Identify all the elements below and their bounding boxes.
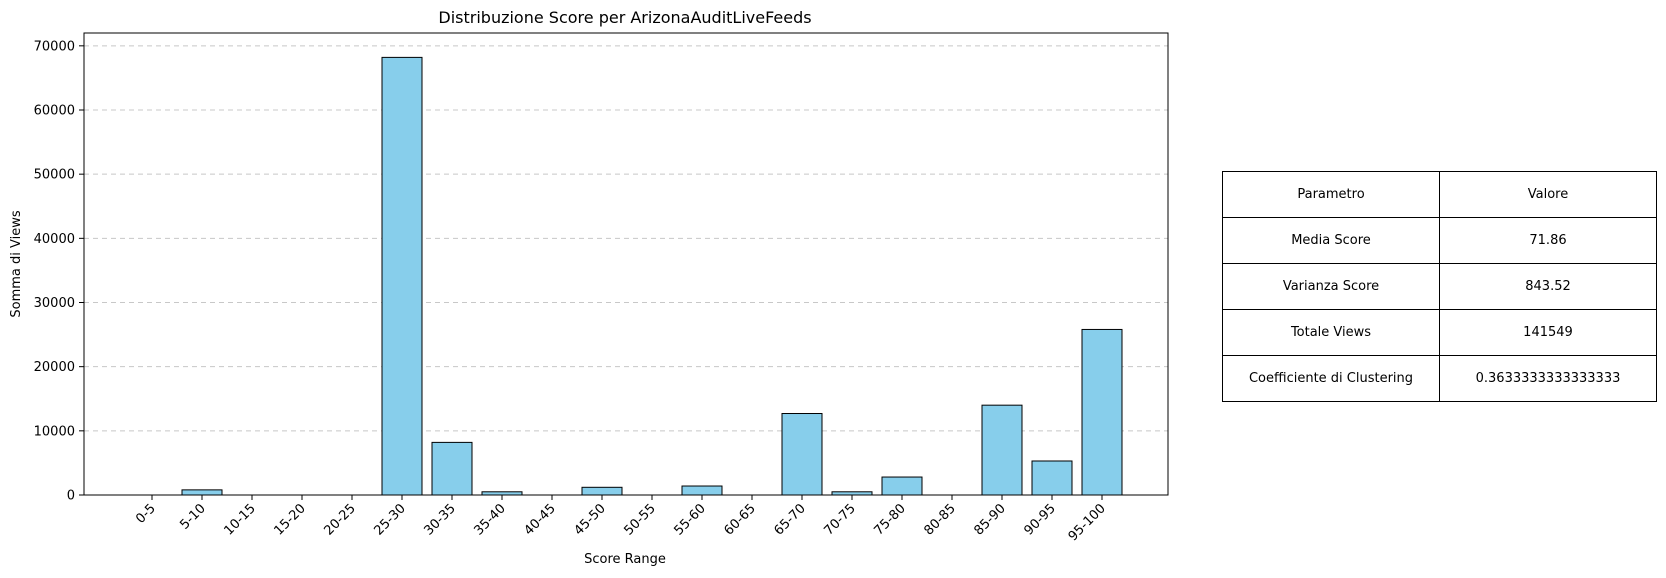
x-tick-label: 20-25 (322, 501, 359, 538)
bar (1081, 328, 1123, 496)
bar (581, 486, 623, 496)
table-cell: Varianza Score (1222, 263, 1440, 310)
bar (1031, 460, 1073, 496)
bar (781, 413, 823, 496)
y-tick-label: 50000 (34, 168, 75, 183)
y-tick-label: 0 (67, 489, 75, 504)
x-tick-label: 60-65 (722, 501, 759, 538)
x-tick-label: 10-15 (222, 501, 259, 538)
x-tick-label: 75-80 (872, 501, 909, 538)
table-cell: 843.52 (1439, 263, 1657, 310)
table-header-cell: Valore (1439, 171, 1657, 218)
table-header-row: Parametro Valore (1222, 171, 1657, 218)
bar (431, 441, 473, 496)
table-cell: Media Score (1222, 217, 1440, 264)
x-tick-label: 5-10 (177, 501, 208, 532)
table-cell: Totale Views (1222, 309, 1440, 356)
x-tick-label: 45-50 (572, 501, 609, 538)
y-tick-label: 30000 (34, 296, 75, 311)
x-tick-label: 25-30 (372, 501, 409, 538)
table-cell: 141549 (1439, 309, 1657, 356)
table-cell: 0.3633333333333333 (1439, 355, 1657, 402)
x-tick-label: 40-45 (522, 501, 559, 538)
x-tick-label: 0-5 (133, 501, 159, 527)
x-tick-label: 50-55 (622, 501, 659, 538)
x-tick-label: 15-20 (272, 501, 309, 538)
bar-chart: Distribuzione Score per ArizonaAuditLive… (9, 8, 1169, 567)
y-tick-label: 70000 (34, 39, 75, 54)
bar (681, 485, 723, 496)
y-axis-title: Somma di Views (9, 210, 24, 317)
y-tick-label: 40000 (34, 232, 75, 247)
bar (181, 489, 223, 496)
table-row: Totale Views 141549 (1222, 309, 1657, 356)
x-tick-label: 90-95 (1022, 501, 1059, 538)
x-tick-label: 85-90 (972, 501, 1009, 538)
x-tick-label: 70-75 (822, 501, 859, 538)
table-header-cell: Parametro (1222, 171, 1440, 218)
x-tick-label: 95-100 (1066, 501, 1109, 544)
bar (381, 56, 423, 496)
table-row: Coefficiente di Clustering 0.36333333333… (1222, 355, 1657, 402)
x-tick-label: 80-85 (922, 501, 959, 538)
x-tick-label: 30-35 (422, 501, 459, 538)
bar (981, 404, 1023, 496)
y-axis-ticks: 0 10000 20000 30000 40000 50000 60000 70000 (34, 39, 84, 504)
x-tick-label: 55-60 (672, 501, 709, 538)
table-cell: 71.86 (1439, 217, 1657, 264)
chart-title: Distribuzione Score per ArizonaAuditLive… (438, 8, 811, 27)
grid-lines (84, 45, 1168, 496)
table-cell: Coefficiente di Clustering (1222, 355, 1440, 402)
y-tick-label: 10000 (34, 424, 75, 439)
table-row: Varianza Score 843.52 (1222, 263, 1657, 310)
bar (881, 476, 923, 496)
stats-table: Parametro Valore Media Score 71.86 Varia… (1222, 171, 1657, 402)
bars (131, 56, 1123, 496)
table-row: Media Score 71.86 (1222, 217, 1657, 264)
x-axis-title: Score Range (584, 552, 666, 567)
x-tick-label: 35-40 (472, 501, 509, 538)
x-axis-ticks: 0-5 5-10 10-15 15-20 20-25 25-30 30-35 35-40 40-… (133, 495, 1109, 544)
plot-frame (83, 32, 1169, 496)
y-tick-label: 60000 (34, 104, 75, 119)
x-tick-label: 65-70 (772, 501, 809, 538)
y-tick-label: 20000 (34, 360, 75, 375)
